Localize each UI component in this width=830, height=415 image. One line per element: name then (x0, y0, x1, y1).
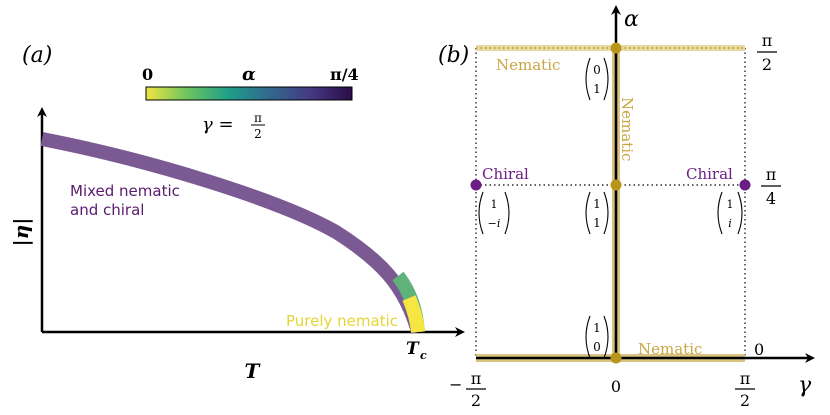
point-right (739, 179, 751, 191)
vector-center-right-paren (603, 191, 609, 235)
x-tick-minus-pi-over-2-num: π (471, 369, 482, 388)
nematic-vertical-label: Nematic (618, 97, 636, 161)
alpha-axis-label: α (624, 7, 639, 32)
point-bottom (610, 352, 622, 364)
vector-right-right-paren (737, 191, 743, 235)
gamma-label-denominator: 2 (254, 127, 262, 141)
x-tick-zero: 0 (611, 377, 621, 396)
y-tick-pi-over-4-num: π (766, 165, 777, 184)
panel-b-grid (475, 47, 746, 358)
gamma-label-text: γ = (202, 114, 234, 135)
panel-a: (a) 0 α π/4 γ = π 2 |η| T T c Mixed n (9, 43, 465, 383)
mixed-label-line2: and chiral (70, 201, 144, 219)
colorbar: 0 α π/4 γ = π 2 (142, 64, 359, 141)
panel-a-label: (a) (22, 43, 52, 68)
y-tick-pi-over-4-den: 4 (766, 189, 776, 208)
y-tick-pi-over-4: π 4 (761, 165, 781, 208)
vector-left-left-paren (478, 191, 484, 235)
point-center (610, 179, 622, 191)
vector-top-right-paren (603, 57, 609, 101)
chiral-right-label: Chiral (686, 165, 733, 183)
panel-b-label: (b) (438, 43, 469, 68)
nematic-bottom-label: Nematic (638, 340, 702, 358)
y-tick-pi-over-2-den: 2 (762, 55, 772, 74)
vector-top: 0 1 (585, 57, 609, 101)
vector-bottom-entry-2: 0 (593, 340, 601, 354)
point-left (470, 179, 482, 191)
vector-top-entry-2: 1 (593, 82, 601, 96)
vector-right-entry-2: i (728, 217, 732, 230)
vector-left: 1 −i (478, 191, 510, 235)
x-tick-minus-pi-over-2: − π 2 (449, 369, 486, 410)
vector-bottom-left-paren (585, 315, 591, 359)
vector-center: 1 1 (585, 191, 609, 235)
y-tick-zero: 0 (754, 340, 764, 359)
eta-axis-label: |η| (9, 217, 33, 246)
gamma-axis-label: γ (798, 373, 812, 398)
vector-bottom: 1 0 (585, 315, 609, 359)
colorbar-max-label: π/4 (330, 65, 359, 84)
vector-left-right-paren (504, 191, 510, 235)
y-tick-pi-over-2: π 2 (757, 31, 777, 74)
vector-bottom-right-paren (603, 315, 609, 359)
tc-label-sub: c (420, 349, 427, 362)
vector-center-entry-1: 1 (593, 197, 601, 211)
colorbar-title: α (242, 64, 256, 85)
tc-label: T c (406, 339, 427, 362)
tc-label-main: T (406, 339, 420, 359)
nematic-phase-band (402, 295, 425, 333)
panel-b: (b) α γ π 2 π 4 0 (438, 5, 815, 410)
colorbar-min-label: 0 (142, 65, 153, 84)
colorbar-bar (145, 86, 353, 101)
temperature-axis-label: T (245, 359, 262, 383)
vector-center-entry-2: 1 (593, 216, 601, 230)
y-tick-pi-over-2-num: π (762, 31, 773, 50)
purely-nematic-label: Purely nematic (286, 312, 398, 330)
point-top (610, 42, 622, 54)
vector-right: 1 i (717, 191, 743, 235)
x-tick-pi-over-2-den: 2 (740, 391, 750, 410)
mixed-phase-band (40, 132, 425, 334)
mixed-label-line1: Mixed nematic (70, 182, 180, 200)
vector-top-left-paren (585, 57, 591, 101)
gamma-label: γ = π 2 (202, 111, 265, 141)
vector-right-entry-1: 1 (727, 198, 734, 211)
x-tick-pi-over-2-num: π (740, 369, 751, 388)
x-tick-pi-over-2: π 2 (735, 369, 755, 410)
x-tick-minus-sign: − (449, 375, 462, 394)
vector-bottom-entry-1: 1 (593, 321, 601, 335)
nematic-top-label: Nematic (496, 56, 560, 74)
vector-right-left-paren (717, 191, 723, 235)
vector-top-entry-1: 0 (593, 63, 601, 77)
x-tick-minus-pi-over-2-den: 2 (471, 391, 481, 410)
vector-left-entry-2: −i (488, 217, 501, 230)
vector-center-left-paren (585, 191, 591, 235)
chiral-left-label: Chiral (482, 165, 529, 183)
vector-left-entry-1: 1 (491, 198, 498, 211)
gamma-label-numerator: π (254, 111, 262, 125)
